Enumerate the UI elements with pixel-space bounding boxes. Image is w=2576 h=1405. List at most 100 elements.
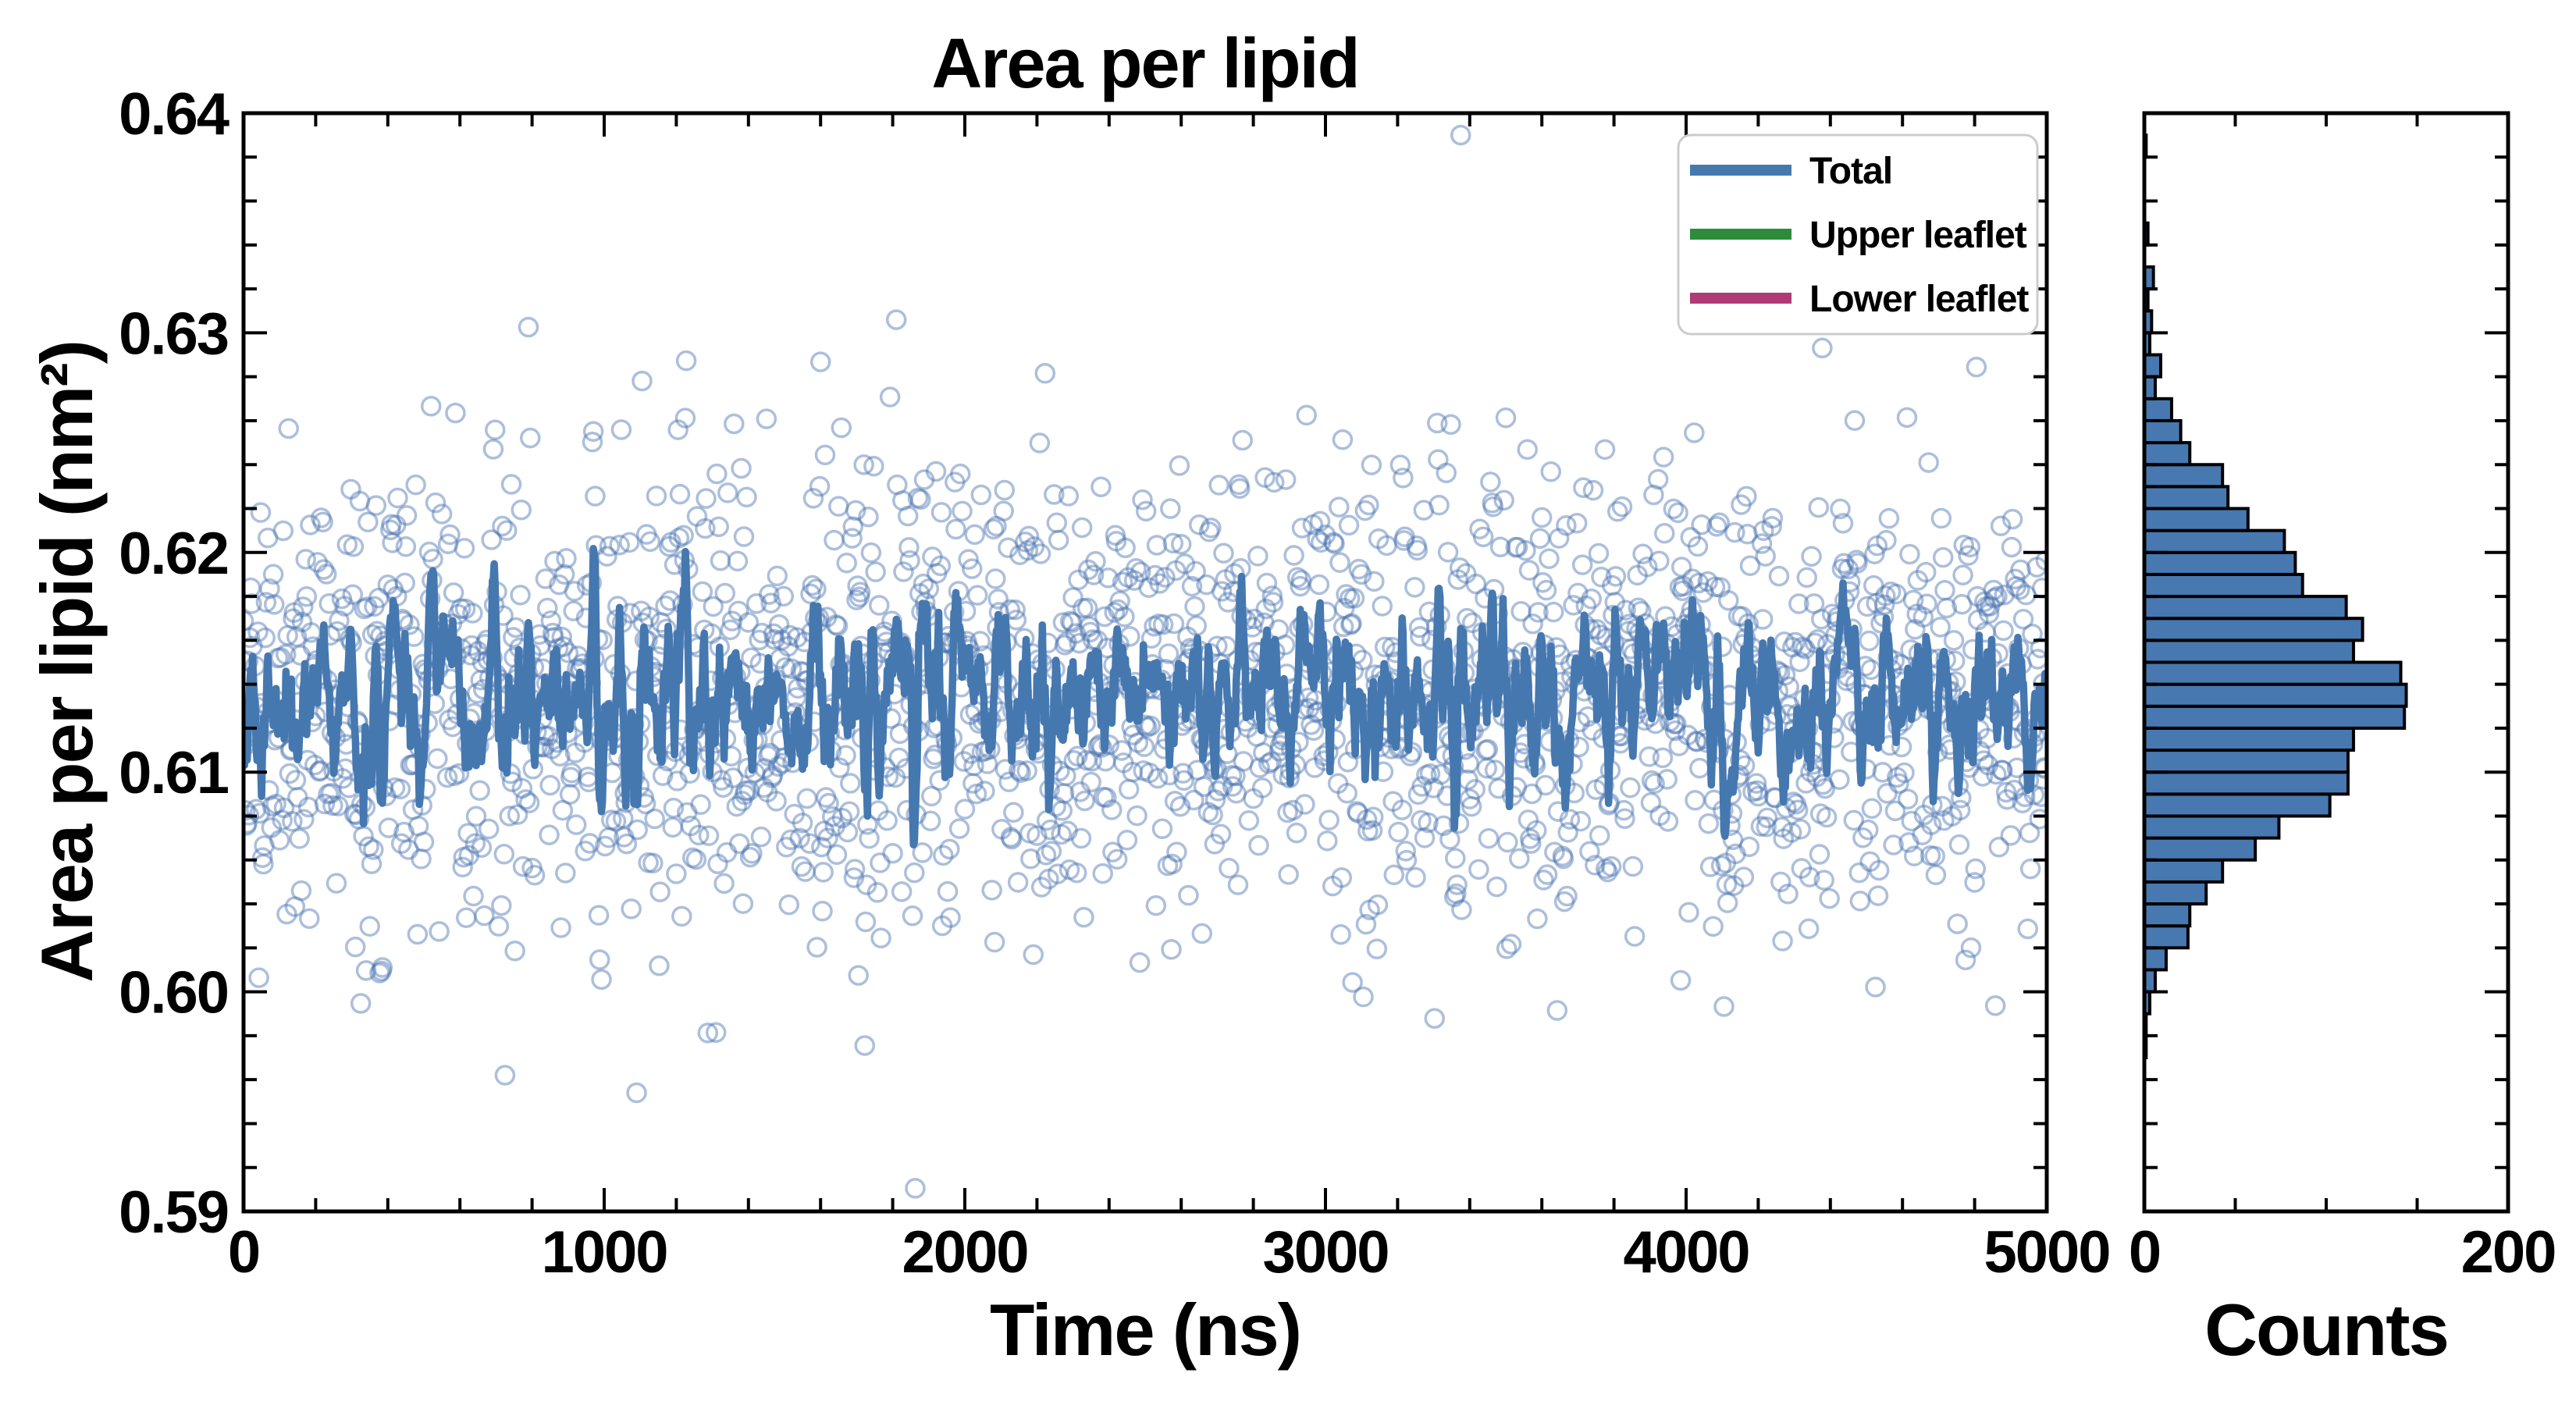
scatter-point	[1943, 630, 1965, 651]
scatter-point	[750, 826, 772, 848]
scatter-point	[977, 753, 998, 774]
scatter-point	[984, 931, 1005, 953]
scatter-point	[735, 780, 756, 802]
scatter-point	[869, 595, 890, 616]
scatter-point	[363, 839, 384, 860]
scatter-point	[870, 852, 891, 873]
hist-bar	[2144, 353, 2162, 379]
scatter-point	[334, 596, 355, 617]
total-average-path	[244, 545, 2047, 848]
hist-bar	[2144, 924, 2190, 950]
scatter-point	[1350, 564, 1372, 585]
scatter-point	[845, 500, 866, 521]
scatter-point	[1138, 577, 1159, 598]
scatter-point	[1445, 848, 1466, 869]
scatter-point	[1303, 720, 1325, 742]
scatter-point	[753, 777, 774, 799]
scatter-point	[445, 402, 466, 424]
hist-bar	[2144, 418, 2183, 445]
scatter-point	[1144, 564, 1165, 586]
scatter-point	[1243, 788, 1264, 809]
scatter-point	[621, 898, 642, 919]
scatter-point	[882, 842, 903, 864]
scatter-point	[1436, 462, 1457, 484]
scatter-point	[846, 589, 867, 610]
scatter-point	[1455, 563, 1477, 584]
scatter-point	[313, 559, 335, 580]
scatter-point	[985, 568, 1006, 589]
scatter-point	[791, 855, 813, 877]
scatter-point	[960, 743, 982, 764]
scatter-point	[1048, 529, 1069, 551]
scatter-point	[1158, 643, 1179, 664]
scatter-point	[1080, 771, 1101, 793]
scatter-point	[1332, 616, 1354, 638]
scatter-point	[283, 608, 304, 629]
scatter-point	[515, 789, 536, 810]
scatter-point	[579, 833, 600, 854]
scatter-point	[273, 797, 295, 819]
scatter-point	[1144, 616, 1165, 637]
scatter-point	[331, 588, 353, 610]
scatter-point	[961, 558, 983, 579]
scatter-point	[278, 418, 299, 439]
scatter-point	[1768, 565, 1790, 587]
scatter-point	[471, 837, 493, 858]
scatter-point	[717, 482, 738, 503]
scatter-point	[1133, 760, 1154, 781]
scatter-point	[762, 765, 784, 786]
scatter-point	[849, 586, 870, 608]
scatter-point	[361, 624, 383, 646]
scatter-point	[318, 784, 339, 805]
scatter-point	[1092, 863, 1113, 884]
scatter-point	[1527, 908, 1548, 930]
scatter-point	[885, 309, 907, 330]
scatter-point	[524, 865, 546, 886]
scatter-point	[1808, 496, 1830, 518]
scatter-point	[795, 861, 816, 882]
scatter-point	[244, 813, 258, 834]
scatter-point	[1215, 569, 1236, 590]
scatter-point	[1812, 337, 1833, 359]
scatter-point	[318, 593, 340, 614]
scatter-point	[1116, 830, 1138, 851]
scatter-point	[835, 745, 856, 766]
scatter-point	[652, 765, 674, 786]
x-tick-label-2000: 2000	[902, 1219, 1027, 1286]
scatter-point	[1528, 602, 1549, 623]
scatter-point	[1798, 918, 1820, 940]
scatter-point	[1414, 827, 1436, 848]
hist-bar	[2144, 507, 2250, 532]
scatter-point	[308, 761, 330, 782]
scatter-point	[721, 610, 743, 631]
scatter-point	[998, 771, 1019, 792]
scatter-point	[1233, 751, 1254, 772]
scatter-point	[458, 845, 479, 866]
scatter-point	[291, 611, 313, 633]
scatter-point	[294, 809, 315, 831]
scatter-point	[1488, 777, 1510, 799]
scatter-point	[1204, 789, 1226, 810]
scatter-point	[781, 658, 802, 680]
scatter-point	[690, 794, 711, 816]
scatter-point	[888, 747, 909, 769]
scatter-point	[1329, 552, 1350, 573]
scatter-point	[1152, 614, 1174, 635]
scatter-point	[854, 1035, 876, 1056]
scatter-point	[1322, 875, 1343, 897]
scatter-point	[1077, 559, 1099, 581]
scatter-point	[262, 795, 283, 817]
scatter-point	[1329, 496, 1350, 518]
scatter-point	[491, 895, 512, 916]
scatter-point	[1509, 848, 1530, 870]
scatter-point	[1861, 798, 1883, 820]
scatter-point	[1261, 585, 1283, 606]
scatter-point	[1531, 507, 1553, 528]
x-axis-label-counts: Counts	[2204, 1289, 2448, 1371]
scatter-point	[1703, 916, 1724, 937]
hist-bar	[2144, 572, 2304, 599]
scatter-point	[1113, 752, 1134, 774]
scatter-point	[461, 635, 482, 656]
scatter-point	[759, 584, 780, 605]
hist-bar	[2144, 463, 2225, 489]
